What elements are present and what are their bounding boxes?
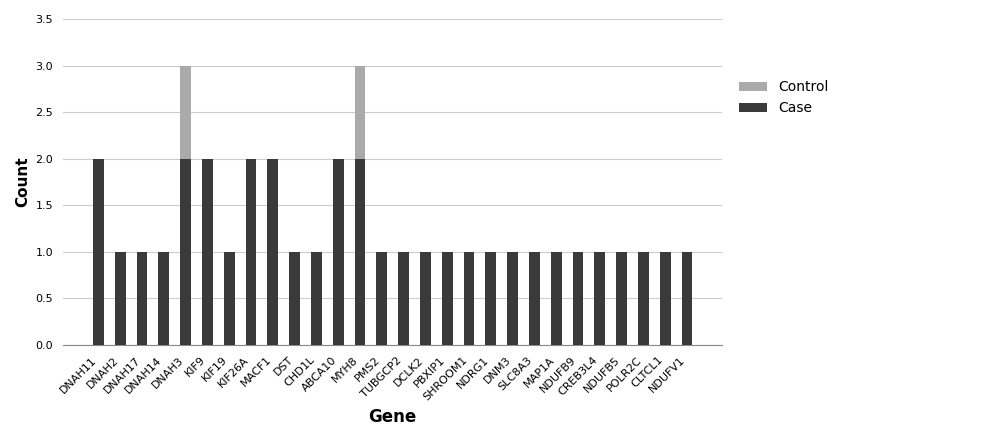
Bar (289, 252, 300, 345)
Bar (93, 159, 104, 345)
Legend: Control, Case: Control, Case (734, 75, 834, 121)
Bar (246, 159, 256, 345)
Bar (202, 159, 213, 345)
Bar (660, 252, 671, 345)
Y-axis label: Count: Count (15, 157, 30, 207)
Bar (464, 252, 474, 345)
Bar (158, 252, 169, 345)
Bar (551, 252, 562, 345)
Bar (376, 252, 387, 345)
Bar (355, 66, 365, 345)
Bar (529, 252, 540, 345)
Bar (137, 252, 147, 345)
Bar (398, 252, 409, 345)
Bar (420, 252, 431, 345)
Bar (594, 252, 605, 345)
Bar (333, 252, 344, 345)
Bar (224, 252, 235, 345)
Bar (507, 252, 518, 345)
Bar (180, 159, 191, 345)
Bar (333, 159, 344, 345)
Bar (311, 252, 322, 345)
Bar (616, 252, 627, 345)
Bar (442, 252, 453, 345)
Bar (246, 159, 256, 345)
X-axis label: Gene: Gene (369, 408, 417, 426)
Bar (180, 66, 191, 345)
Bar (115, 252, 126, 345)
Bar (573, 252, 583, 345)
Bar (355, 159, 365, 345)
Bar (485, 252, 496, 345)
Bar (682, 252, 692, 345)
Bar (267, 159, 278, 345)
Bar (638, 252, 649, 345)
